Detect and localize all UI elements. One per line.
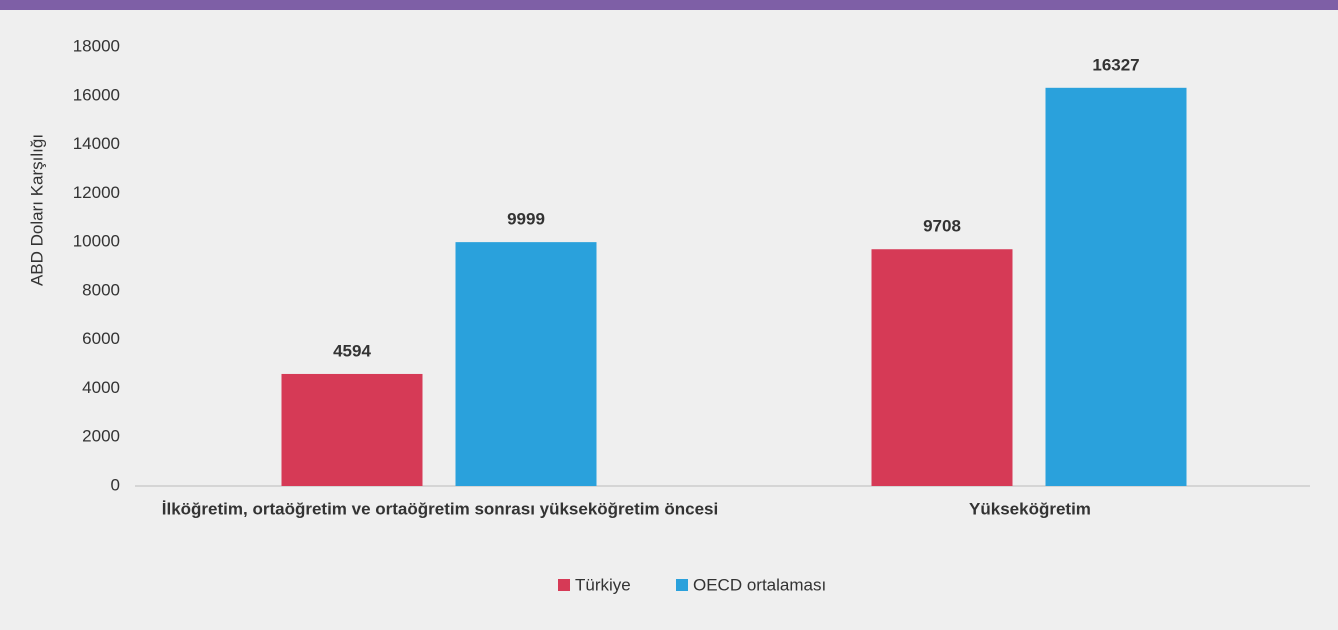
y-axis-label: ABD Doları Karşılığı bbox=[27, 134, 46, 286]
legend-swatch bbox=[558, 579, 570, 591]
bar bbox=[1045, 87, 1187, 486]
y-tick-label: 16000 bbox=[73, 85, 120, 104]
bar bbox=[871, 249, 1013, 486]
data-label: 16327 bbox=[1092, 55, 1139, 74]
data-label: 4594 bbox=[333, 341, 371, 360]
legend-label: OECD ortalaması bbox=[693, 575, 826, 594]
y-tick-label: 4000 bbox=[82, 378, 120, 397]
y-tick-label: 12000 bbox=[73, 183, 120, 202]
y-tick-label: 6000 bbox=[82, 329, 120, 348]
data-label: 9999 bbox=[507, 210, 545, 229]
y-tick-label: 18000 bbox=[73, 36, 120, 55]
bar bbox=[455, 242, 597, 486]
bar bbox=[281, 373, 423, 486]
y-tick-label: 0 bbox=[111, 475, 120, 494]
y-tick-label: 2000 bbox=[82, 427, 120, 446]
top-band bbox=[0, 0, 1338, 10]
y-tick-label: 10000 bbox=[73, 232, 120, 251]
y-tick-label: 8000 bbox=[82, 280, 120, 299]
legend-swatch bbox=[676, 579, 688, 591]
x-tick-label: İlköğretim, ortaöğretim ve ortaöğretim s… bbox=[162, 499, 718, 518]
x-tick-label: Yükseköğretim bbox=[969, 499, 1091, 518]
y-tick-label: 14000 bbox=[73, 134, 120, 153]
legend-label: Türkiye bbox=[575, 575, 631, 594]
data-label: 9708 bbox=[923, 217, 961, 236]
